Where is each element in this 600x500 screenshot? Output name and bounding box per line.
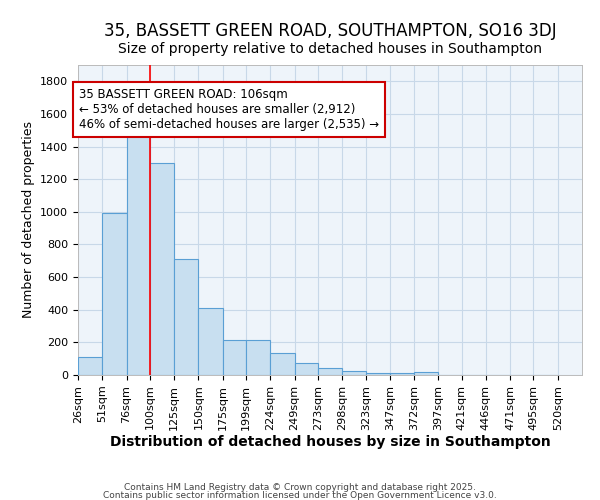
Bar bbox=[390, 374, 414, 375]
Text: 35, BASSETT GREEN ROAD, SOUTHAMPTON, SO16 3DJ: 35, BASSETT GREEN ROAD, SOUTHAMPTON, SO1… bbox=[104, 22, 556, 40]
Bar bbox=[174, 259, 199, 375]
Bar bbox=[223, 340, 246, 375]
Bar bbox=[367, 374, 390, 375]
Bar bbox=[102, 214, 127, 375]
Bar bbox=[414, 372, 438, 375]
Bar bbox=[199, 308, 223, 375]
Text: Size of property relative to detached houses in Southampton: Size of property relative to detached ho… bbox=[118, 42, 542, 56]
Bar bbox=[150, 163, 174, 375]
Bar bbox=[318, 368, 342, 375]
Bar bbox=[295, 363, 318, 375]
Bar bbox=[342, 371, 367, 375]
Text: Contains HM Land Registry data © Crown copyright and database right 2025.: Contains HM Land Registry data © Crown c… bbox=[124, 484, 476, 492]
Text: 35 BASSETT GREEN ROAD: 106sqm
← 53% of detached houses are smaller (2,912)
46% o: 35 BASSETT GREEN ROAD: 106sqm ← 53% of d… bbox=[79, 88, 379, 131]
Bar bbox=[127, 130, 150, 375]
Bar bbox=[78, 357, 102, 375]
Y-axis label: Number of detached properties: Number of detached properties bbox=[22, 122, 35, 318]
Text: Contains public sector information licensed under the Open Government Licence v3: Contains public sector information licen… bbox=[103, 490, 497, 500]
X-axis label: Distribution of detached houses by size in Southampton: Distribution of detached houses by size … bbox=[110, 436, 550, 450]
Bar bbox=[246, 340, 270, 375]
Bar bbox=[270, 353, 295, 375]
